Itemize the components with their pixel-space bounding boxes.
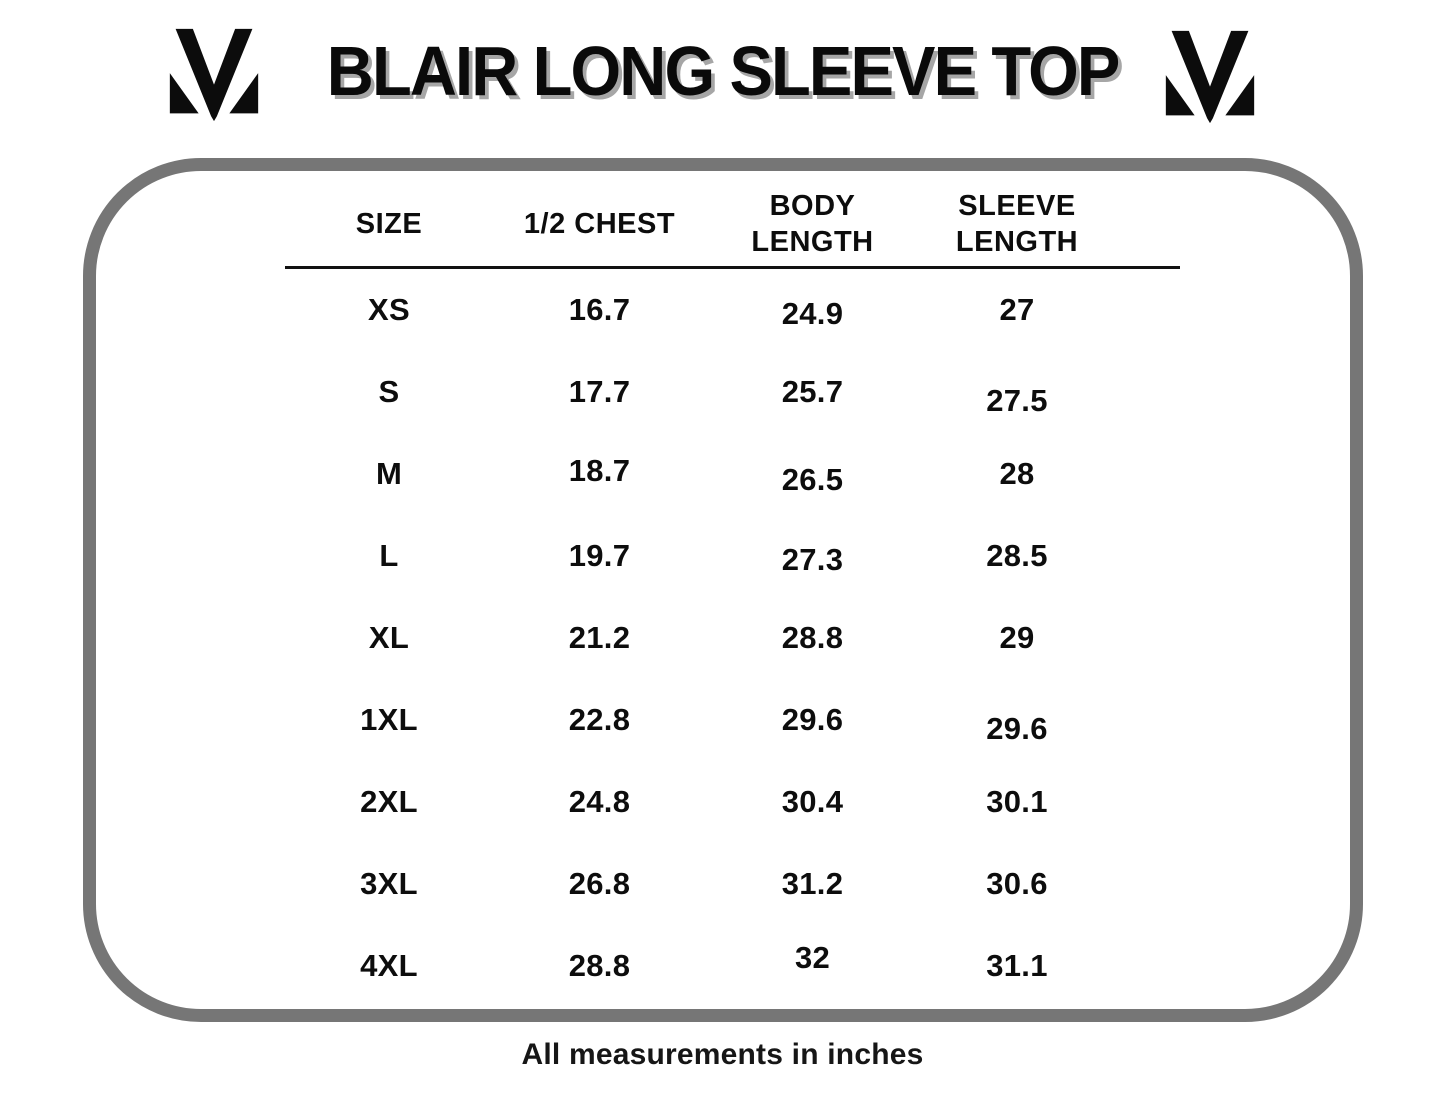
cell-sleeve-length: 27 (999, 292, 1035, 327)
measurements-footnote: All measurements in inches (521, 1038, 924, 1071)
cell-sleeve-length: 30.6 (986, 866, 1048, 901)
cell-half-chest: 17.7 (568, 374, 631, 409)
cell-half-chest: 24.8 (568, 784, 631, 819)
cell-size: L (379, 538, 399, 573)
cell-sleeve-length: 28.5 (986, 538, 1048, 573)
table-header-row: SIZE 1/2 CHEST BODY LENGTH SLEEVE LENGTH (285, 186, 1180, 262)
cell-sleeve-length: 29.6 (986, 711, 1048, 746)
table-row: L 19.7 27.3 28.5 (285, 515, 1180, 597)
column-header-sleeve-length: SLEEVE LENGTH (955, 189, 1079, 258)
cell-body-length: 26.5 (781, 462, 844, 497)
page-title: BLAIR LONG SLEEVE TOP (326, 32, 1121, 110)
cell-size: M (375, 456, 403, 491)
cell-half-chest: 18.7 (568, 453, 631, 488)
cell-sleeve-length: 30.1 (986, 784, 1048, 819)
cell-size: S (378, 374, 400, 409)
cell-size: 3XL (360, 866, 418, 901)
cell-sleeve-length: 28 (999, 456, 1035, 491)
table-row: 2XL 24.8 30.4 30.1 (285, 761, 1180, 843)
cell-body-length: 25.7 (781, 374, 844, 409)
cell-body-length: 29.6 (781, 702, 844, 737)
cell-body-length: 27.3 (781, 542, 844, 577)
table-row: XS 16.7 24.9 27 (285, 269, 1180, 351)
cell-body-length: 31.2 (781, 866, 844, 901)
table-row: XL 21.2 28.8 29 (285, 597, 1180, 679)
cell-body-length: 32 (794, 940, 831, 975)
cell-half-chest: 26.8 (568, 866, 631, 901)
cell-size: XS (368, 292, 410, 327)
table-row: 4XL 28.8 32 31.1 (285, 925, 1180, 1007)
size-chart-frame (83, 158, 1363, 1022)
cell-body-length: 28.8 (781, 620, 844, 655)
cell-sleeve-length: 27.5 (986, 383, 1048, 418)
cell-half-chest: 28.8 (568, 948, 631, 983)
cell-body-length: 30.4 (781, 784, 844, 819)
cell-half-chest: 21.2 (568, 620, 631, 655)
column-header-body-length: BODY LENGTH (751, 189, 874, 258)
cell-size: 4XL (360, 948, 418, 983)
brand-monogram-icon (1162, 30, 1258, 124)
table-row: 3XL 26.8 31.2 30.6 (285, 843, 1180, 925)
column-header-half-chest: 1/2 CHEST (523, 207, 676, 240)
table-body: XS 16.7 24.9 27 S 17.7 25.7 27.5 M 18.7 … (285, 269, 1180, 1007)
cell-half-chest: 19.7 (568, 538, 631, 573)
column-header-size: SIZE (355, 207, 423, 240)
cell-half-chest: 16.7 (568, 292, 631, 327)
cell-size: 2XL (360, 784, 418, 819)
table-row: S 17.7 25.7 27.5 (285, 351, 1180, 433)
cell-sleeve-length: 29 (999, 620, 1035, 655)
brand-monogram-icon (166, 28, 262, 122)
size-chart-table: SIZE 1/2 CHEST BODY LENGTH SLEEVE LENGTH… (285, 186, 1180, 1007)
cell-size: 1XL (360, 702, 418, 737)
cell-size: XL (368, 620, 410, 655)
header-divider-line (285, 266, 1180, 269)
cell-sleeve-length: 31.1 (986, 948, 1048, 983)
cell-half-chest: 22.8 (568, 702, 631, 737)
table-row: 1XL 22.8 29.6 29.6 (285, 679, 1180, 761)
cell-body-length: 24.9 (781, 296, 844, 331)
table-row: M 18.7 26.5 28 (285, 433, 1180, 515)
